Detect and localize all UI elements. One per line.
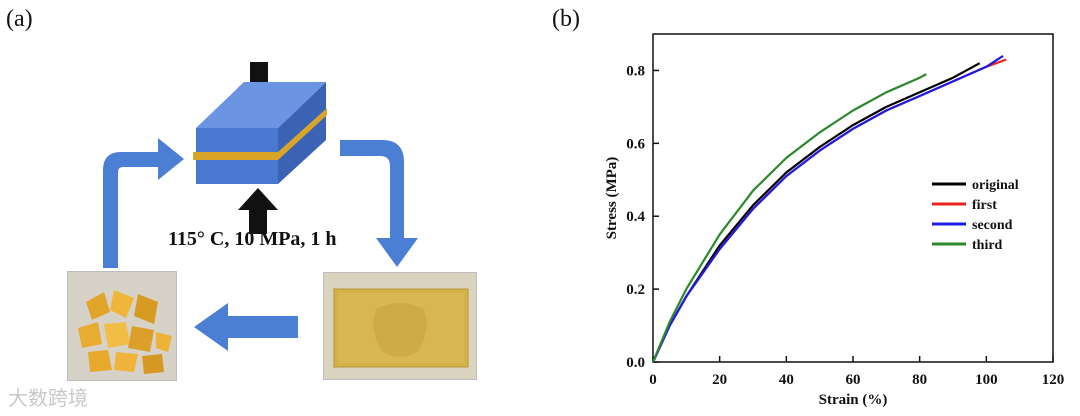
panel-label-b: (b) <box>552 6 580 32</box>
y-tick-label: 0.8 <box>626 63 645 79</box>
series-line-third <box>651 73 927 363</box>
series-line-original <box>652 62 981 363</box>
press-arrow-bottom-icon <box>238 188 278 234</box>
x-tick-label: 20 <box>712 372 727 388</box>
legend: original first second third <box>932 178 1019 253</box>
curved-arrow-down-icon <box>340 140 418 267</box>
panel-label-a: (a) <box>6 6 33 32</box>
arrow-left-icon <box>194 303 298 351</box>
watermark-logo: 大数跨境 <box>8 386 88 410</box>
x-tick-label: 120 <box>1042 372 1065 388</box>
series-line-second <box>652 54 1004 363</box>
y-tick-label: 0.4 <box>626 209 645 225</box>
series-lines <box>651 54 1007 363</box>
y-axis-title: Stress (MPa) <box>604 157 620 240</box>
process-conditions: 115° C, 10 MPa, 1 h <box>168 228 337 250</box>
photo-resin-fragments <box>67 271 177 381</box>
y-tick-label: 0.0 <box>626 355 645 371</box>
photo-recycled-film <box>323 272 477 380</box>
schematic-graphics <box>103 62 418 351</box>
x-tick-label: 40 <box>779 372 794 388</box>
legend-label-original: original <box>972 178 1019 193</box>
y-tick-label: 0.2 <box>626 282 645 298</box>
series-line-first <box>652 58 1007 363</box>
x-axis-title: Strain (%) <box>819 392 888 408</box>
y-tick-label: 0.6 <box>626 136 645 152</box>
press-block-icon <box>193 82 327 184</box>
stress-strain-chart: 0 20 40 60 80 100 120 0.0 0.2 0.4 0.6 0.8 Strain (%… <box>604 33 1064 408</box>
recycling-schematic: 115° C, 10 MPa, 1 h <box>67 62 477 381</box>
legend-label-third: third <box>972 238 1003 253</box>
x-tick-label: 0 <box>649 372 657 388</box>
legend-label-first: first <box>972 198 997 213</box>
axis-ticks: 0 20 40 60 80 100 120 0.0 0.2 0.4 0.6 0.8 <box>626 63 1064 388</box>
x-tick-label: 80 <box>912 372 927 388</box>
x-tick-label: 60 <box>846 372 861 388</box>
x-tick-label: 100 <box>975 372 998 388</box>
curved-arrow-up-icon <box>103 138 184 268</box>
legend-label-second: second <box>972 218 1013 233</box>
